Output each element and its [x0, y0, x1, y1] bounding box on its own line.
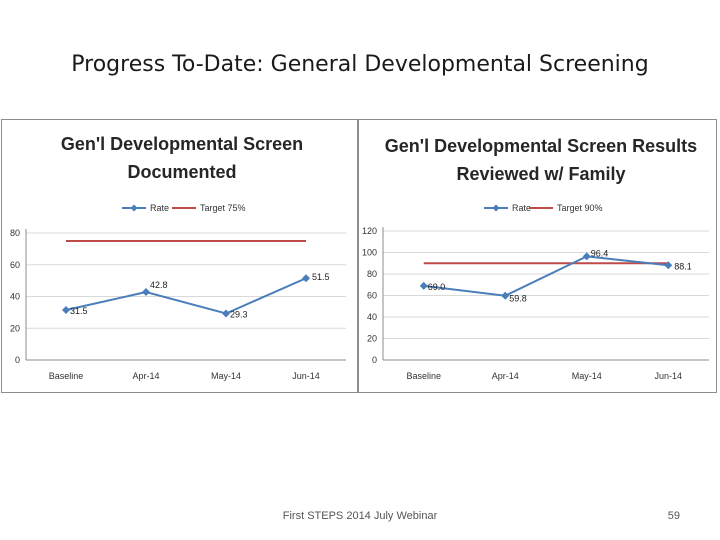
legend-rate-label: Rate [512, 203, 531, 213]
legend-target-label: Target 75% [200, 203, 246, 213]
y-tick-label: 40 [10, 292, 20, 302]
legend-rate-diamond-icon [492, 204, 500, 212]
y-tick-label: 60 [10, 260, 20, 270]
slide-title: Progress To-Date: General Developmental … [71, 52, 649, 77]
x-tick-label: Jun-14 [654, 371, 682, 381]
x-tick-label: Apr-14 [132, 371, 159, 381]
chart-title-line: Documented [127, 162, 236, 182]
x-tick-label: Baseline [406, 371, 441, 381]
rate-point-diamond-icon [419, 281, 428, 290]
chart-title-line: Gen'l Developmental Screen [61, 134, 303, 154]
x-tick-label: Baseline [49, 371, 84, 381]
y-tick-label: 20 [10, 323, 20, 333]
rate-data-label: 69.0 [428, 282, 446, 292]
rate-point-diamond-icon [62, 305, 70, 314]
y-tick-label: 80 [367, 269, 377, 279]
rate-data-label: 51.5 [312, 272, 330, 282]
rate-point-diamond-icon [501, 291, 510, 300]
x-tick-label: May-14 [211, 371, 241, 381]
y-tick-label: 80 [10, 228, 20, 238]
rate-series-line [65, 277, 307, 315]
legend-rate-diamond-icon [130, 204, 138, 212]
legend-rate-label: Rate [150, 203, 169, 213]
chart-panel-reviewed: Gen'l Developmental Screen Results Review… [358, 119, 717, 393]
y-tick-label: 100 [362, 248, 377, 258]
y-tick-label: 0 [372, 355, 377, 365]
chart-documented: Gen'l Developmental Screen Documented Rate… [10, 134, 346, 381]
rate-data-label: 59.8 [509, 294, 527, 304]
rate-point-diamond-icon [142, 288, 150, 297]
rate-data-label: 96.4 [591, 248, 609, 258]
x-tick-label: Jun-14 [292, 371, 320, 381]
legend-target-label: Target 90% [557, 203, 603, 213]
rate-data-label: 29.3 [230, 309, 248, 319]
x-tick-label: Apr-14 [492, 371, 519, 381]
rate-point-diamond-icon [664, 261, 673, 270]
y-tick-label: 60 [367, 291, 377, 301]
y-tick-label: 40 [367, 312, 377, 322]
rate-data-label: 42.8 [150, 280, 168, 290]
rate-point-diamond-icon [302, 274, 310, 283]
rate-data-label: 31.5 [70, 306, 88, 316]
chart-reviewed: Gen'l Developmental Screen Results Review… [362, 136, 709, 381]
y-tick-label: 0 [15, 355, 20, 365]
y-tick-label: 120 [362, 226, 377, 236]
rate-point-diamond-icon [222, 309, 230, 318]
rate-data-label: 88.1 [674, 261, 692, 271]
page-number: 59 [667, 510, 680, 522]
y-tick-label: 20 [367, 334, 377, 344]
x-tick-label: May-14 [572, 371, 602, 381]
chart-title-line: Reviewed w/ Family [456, 164, 625, 184]
chart-panel-documented: Gen'l Developmental Screen Documented Rate… [1, 119, 358, 393]
rate-series-line [423, 255, 669, 297]
footer-text: First STEPS 2014 July Webinar [282, 510, 438, 522]
rate-point-diamond-icon [582, 252, 591, 261]
chart-title-line: Gen'l Developmental Screen Results [385, 136, 697, 156]
